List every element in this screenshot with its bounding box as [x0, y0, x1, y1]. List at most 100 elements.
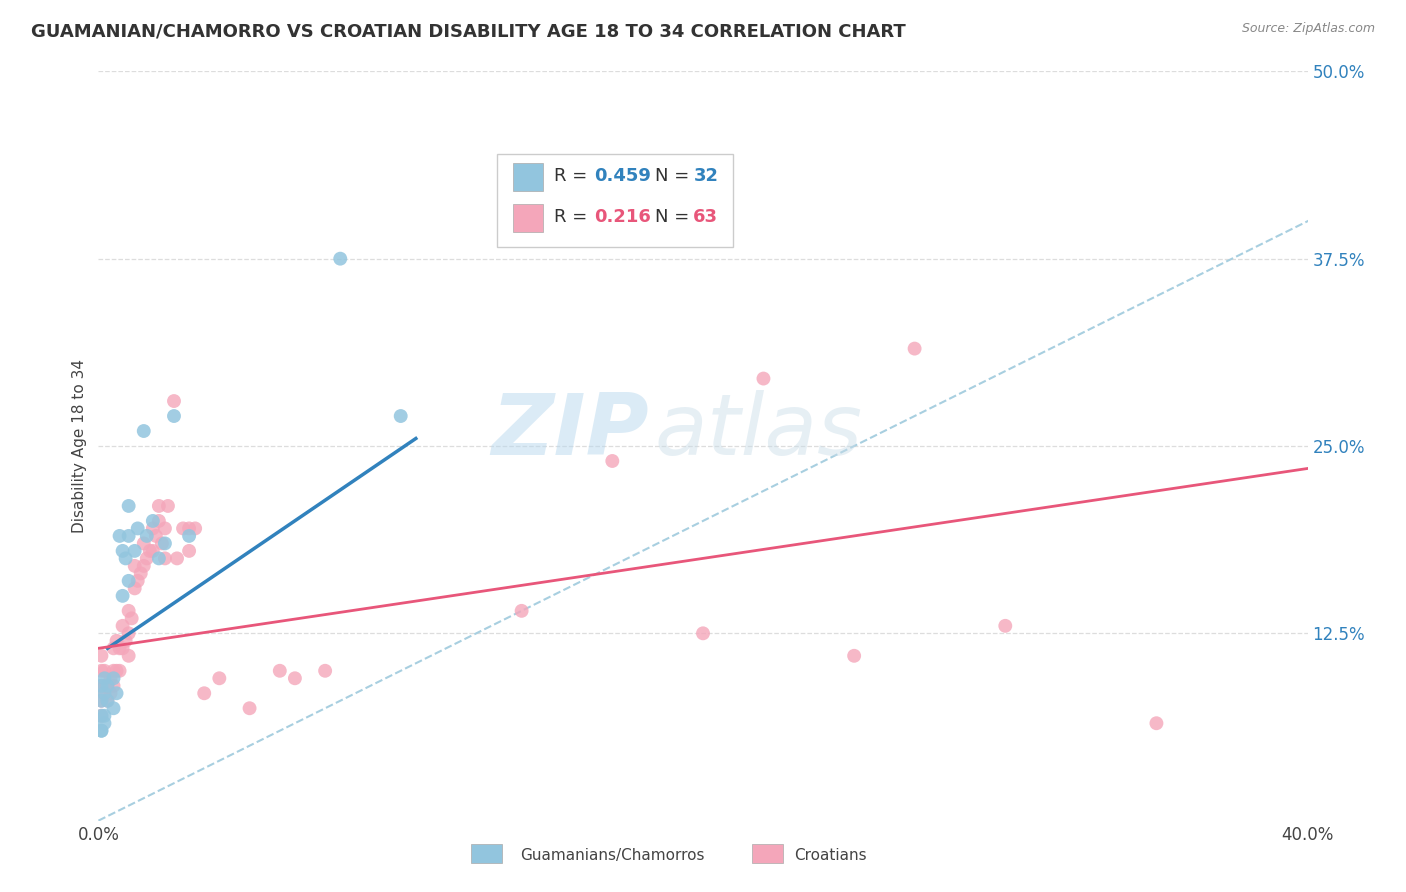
Point: [142, 521, 165, 535]
Point: [142, 514, 165, 528]
Point: [93, 716, 115, 731]
Y-axis label: Disability Age 18 to 34: Disability Age 18 to 34: [72, 359, 87, 533]
Point: [93, 708, 115, 723]
FancyBboxPatch shape: [498, 153, 734, 247]
Point: [111, 589, 134, 603]
Point: [752, 371, 775, 385]
Point: [90, 694, 112, 708]
Point: [844, 648, 866, 663]
Point: [90, 694, 112, 708]
Point: [93, 686, 115, 700]
Point: [108, 664, 131, 678]
Point: [118, 604, 141, 618]
Point: [103, 671, 125, 685]
Text: Guamanians/Chamorros: Guamanians/Chamorros: [520, 848, 704, 863]
Point: [904, 342, 927, 356]
Point: [135, 551, 157, 566]
Point: [148, 551, 170, 566]
Point: [93, 679, 115, 693]
Point: [105, 664, 128, 678]
Point: [90, 708, 112, 723]
Point: [269, 664, 291, 678]
Point: [314, 664, 336, 678]
FancyBboxPatch shape: [513, 162, 543, 191]
Point: [90, 648, 112, 663]
Point: [103, 641, 125, 656]
Point: [156, 499, 179, 513]
Point: [239, 701, 262, 715]
Point: [90, 708, 112, 723]
Text: ZIP: ZIP: [491, 390, 648, 473]
Point: [602, 454, 624, 468]
Point: [111, 641, 134, 656]
Point: [179, 544, 201, 558]
Point: [284, 671, 307, 685]
Text: atlas: atlas: [655, 390, 863, 473]
Point: [114, 551, 136, 566]
Point: [153, 536, 176, 550]
Point: [103, 679, 125, 693]
Point: [96, 694, 118, 708]
Point: [124, 558, 146, 573]
Point: [90, 723, 112, 738]
Point: [118, 529, 141, 543]
Point: [1144, 716, 1167, 731]
Point: [145, 529, 167, 543]
Point: [100, 671, 122, 685]
Point: [105, 686, 128, 700]
Text: 0.459: 0.459: [595, 167, 651, 185]
Point: [179, 521, 201, 535]
FancyBboxPatch shape: [513, 204, 543, 233]
Point: [129, 566, 152, 581]
Text: R =: R =: [554, 167, 593, 185]
Point: [153, 551, 176, 566]
Point: [389, 409, 412, 423]
Point: [148, 514, 170, 528]
Point: [153, 521, 176, 535]
Text: Croatians: Croatians: [794, 848, 868, 863]
Point: [127, 521, 149, 535]
Point: [90, 679, 112, 693]
Point: [692, 626, 714, 640]
Point: [121, 611, 143, 625]
Point: [118, 648, 141, 663]
Point: [166, 551, 188, 566]
Text: 32: 32: [693, 167, 718, 185]
Text: N =: N =: [655, 208, 695, 226]
Text: N =: N =: [655, 167, 695, 185]
Text: 0.216: 0.216: [595, 208, 651, 226]
Point: [96, 679, 118, 693]
Point: [108, 641, 131, 656]
Point: [150, 536, 173, 550]
Point: [139, 544, 162, 558]
Point: [118, 626, 141, 640]
Point: [994, 619, 1017, 633]
Point: [118, 574, 141, 588]
Point: [135, 529, 157, 543]
Point: [103, 701, 125, 715]
Point: [90, 679, 112, 693]
Point: [163, 394, 186, 409]
Point: [142, 544, 165, 558]
Point: [163, 409, 186, 423]
Text: 63: 63: [693, 208, 718, 226]
Point: [90, 664, 112, 678]
Point: [124, 582, 146, 596]
Point: [105, 633, 128, 648]
Point: [329, 252, 352, 266]
Point: [96, 679, 118, 693]
Point: [118, 499, 141, 513]
Point: [90, 723, 112, 738]
Point: [208, 671, 231, 685]
Text: GUAMANIAN/CHAMORRO VS CROATIAN DISABILITY AGE 18 TO 34 CORRELATION CHART: GUAMANIAN/CHAMORRO VS CROATIAN DISABILIT…: [31, 22, 905, 40]
Point: [127, 574, 149, 588]
Point: [111, 544, 134, 558]
Point: [184, 521, 207, 535]
Point: [96, 694, 118, 708]
Point: [132, 424, 155, 438]
Text: R =: R =: [554, 208, 593, 226]
Point: [108, 529, 131, 543]
Point: [111, 619, 134, 633]
Point: [124, 544, 146, 558]
Point: [179, 529, 201, 543]
